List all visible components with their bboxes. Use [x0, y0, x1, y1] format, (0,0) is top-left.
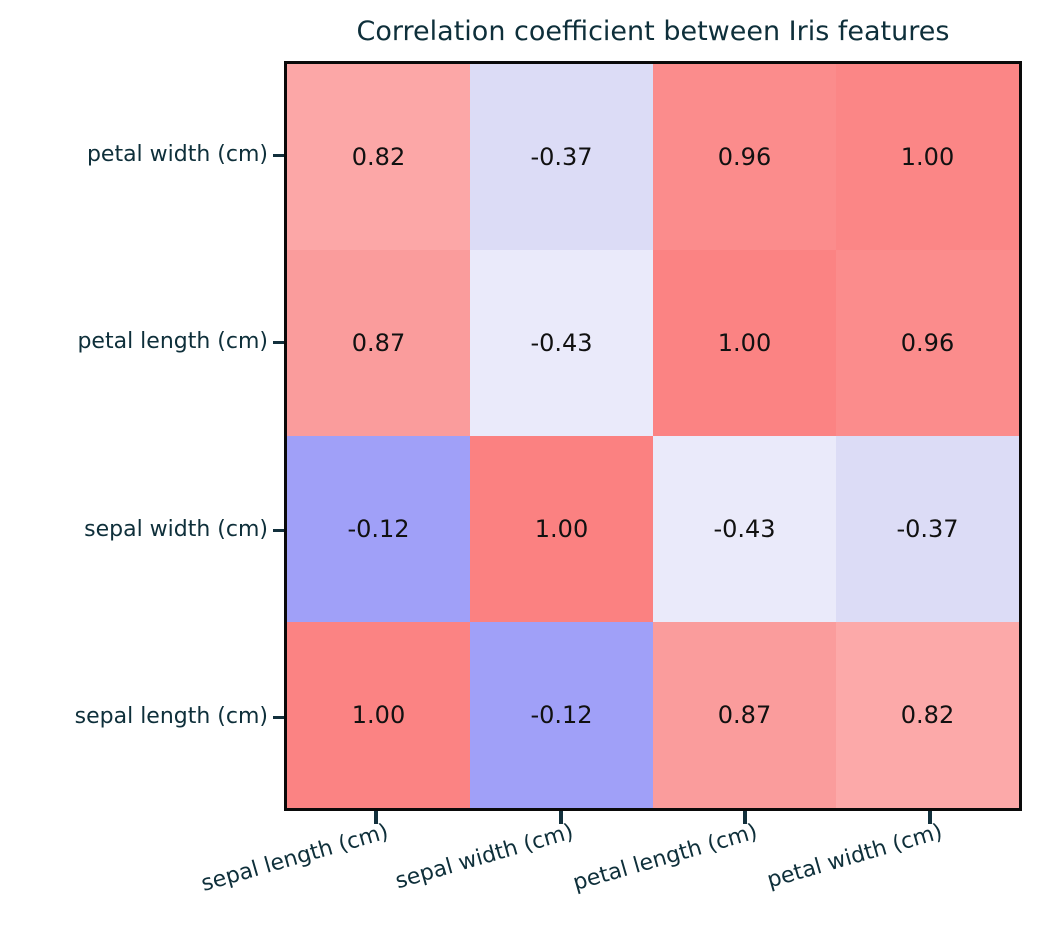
x-tick-mark	[743, 811, 748, 824]
heatmap-cell: 1.00	[836, 64, 1019, 250]
heatmap-cell: -0.37	[836, 436, 1019, 622]
heatmap-cell: -0.12	[470, 622, 653, 808]
heatmap-cell: 0.96	[836, 250, 1019, 436]
y-tick-mark	[273, 716, 284, 720]
x-tick-label: sepal length (cm)	[198, 819, 392, 897]
y-tick-mark	[273, 153, 284, 157]
heatmap-cell: -0.12	[287, 436, 470, 622]
y-tick-label: petal width (cm)	[86, 141, 268, 167]
x-tick-mark	[927, 811, 932, 824]
y-tick-label: sepal length (cm)	[74, 704, 268, 730]
heatmap-cell: 0.87	[653, 622, 836, 808]
heatmap-cell: 0.82	[287, 64, 470, 250]
heatmap-cell: 1.00	[287, 622, 470, 808]
heatmap-cell: 0.87	[287, 250, 470, 436]
x-tick-label: petal width (cm)	[764, 819, 946, 894]
heatmap-cell: -0.43	[470, 250, 653, 436]
heatmap-cell: 0.96	[653, 64, 836, 250]
y-tick-label: sepal width (cm)	[84, 516, 268, 542]
y-tick-label: petal length (cm)	[77, 329, 268, 355]
x-tick-mark	[558, 811, 563, 824]
heatmap-cell: -0.37	[470, 64, 653, 250]
x-tick-label: sepal width (cm)	[392, 819, 577, 895]
heatmap-cell: 1.00	[653, 250, 836, 436]
y-tick-mark	[273, 528, 284, 532]
x-tick-mark	[374, 811, 379, 824]
heatmap-cell: 1.00	[470, 436, 653, 622]
heatmap-grid: 0.82 -0.37 0.96 1.00 0.87 -0.43 1.00 0.96 -0.12 1…	[287, 64, 1019, 808]
y-tick-mark	[273, 341, 284, 345]
x-tick-label: petal length (cm)	[570, 819, 761, 897]
chart-title: Correlation coefficient between Iris fea…	[356, 16, 950, 47]
heatmap-cell: 0.82	[836, 622, 1019, 808]
heatmap-cell: -0.43	[653, 436, 836, 622]
heatmap-plot-area: 0.82 -0.37 0.96 1.00 0.87 -0.43 1.00 0.96 -0.12 1…	[284, 61, 1022, 811]
